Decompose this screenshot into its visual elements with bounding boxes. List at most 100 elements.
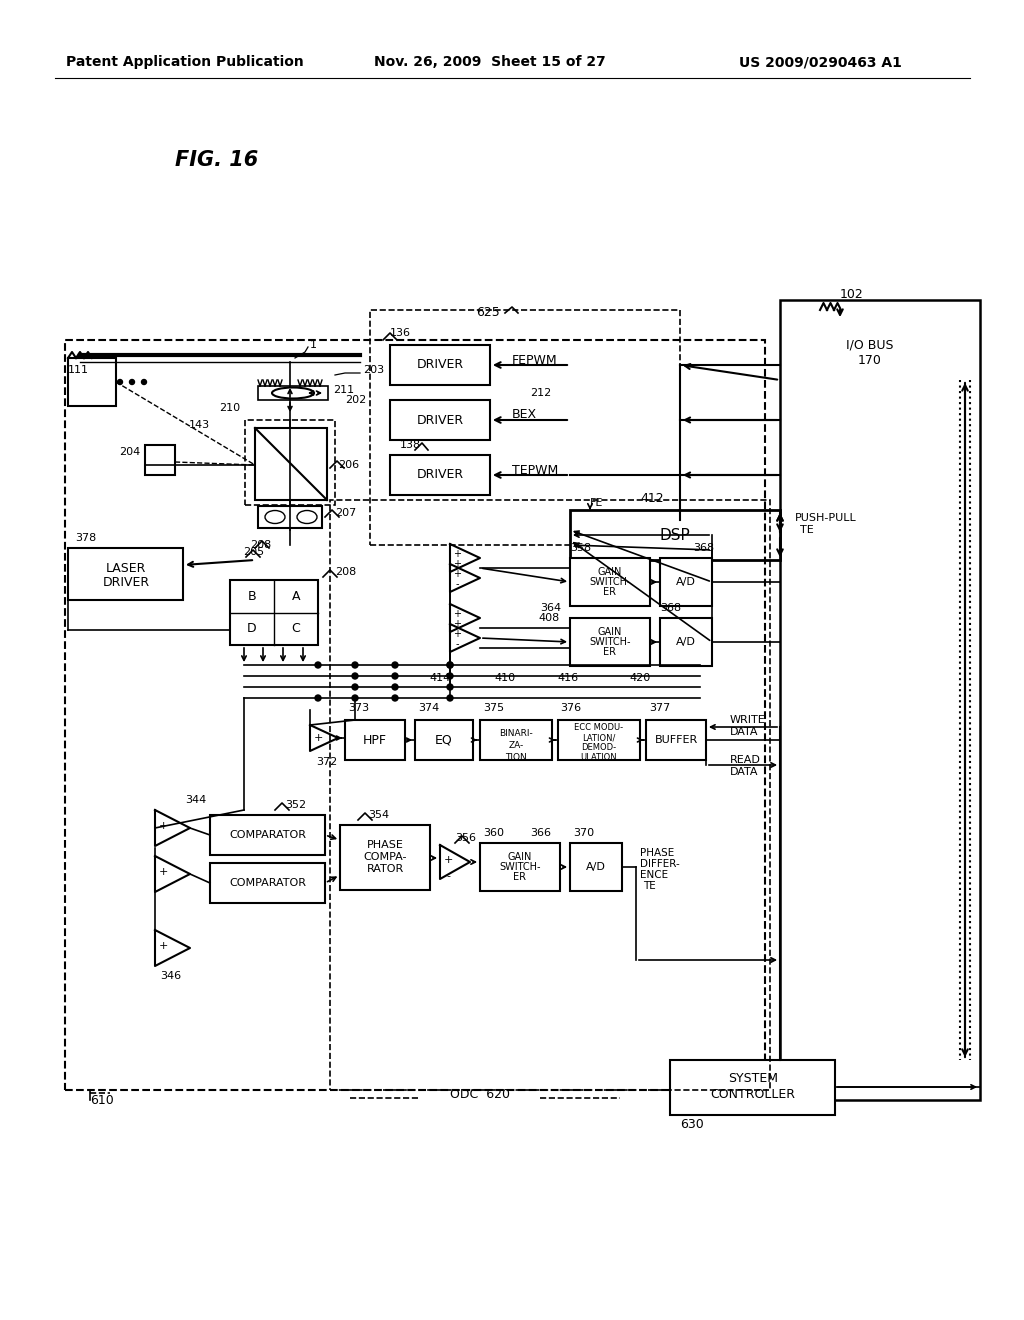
Text: US 2009/0290463 A1: US 2009/0290463 A1 [738,55,901,69]
Text: 136: 136 [390,327,411,338]
Text: 377: 377 [649,704,671,713]
Bar [558,719,640,760]
Circle shape [447,673,453,678]
Bar [65,341,765,1090]
Text: TE: TE [800,525,814,535]
Text: COMPARATOR: COMPARATOR [229,878,306,888]
Text: WRITE: WRITE [730,715,766,725]
Circle shape [315,663,321,668]
Text: DRIVER: DRIVER [102,576,150,589]
Text: 354: 354 [368,810,389,820]
Text: ER: ER [513,873,526,882]
Text: +: + [453,549,461,558]
Text: SYSTEM: SYSTEM [728,1072,778,1085]
Text: 610: 610 [90,1093,114,1106]
Text: 206: 206 [338,459,359,470]
Circle shape [392,673,398,678]
Bar [210,814,325,855]
Text: GAIN: GAIN [598,568,623,577]
Text: 344: 344 [185,795,206,805]
Text: 138: 138 [400,440,421,450]
Text: 170: 170 [858,354,882,367]
Circle shape [447,663,453,668]
Text: ER: ER [603,587,616,597]
Bar [390,345,490,385]
Text: 364: 364 [540,603,561,612]
Text: 208: 208 [335,568,356,577]
Text: +: + [159,941,168,950]
Text: COMPARATOR: COMPARATOR [229,830,306,840]
Text: +: + [453,558,461,569]
Bar [660,618,712,667]
Text: +: + [313,733,323,743]
Text: ECC MODU-: ECC MODU- [574,723,624,733]
Text: PHASE: PHASE [367,840,403,850]
Text: ENCE: ENCE [640,870,668,880]
Text: BINARI-: BINARI- [499,729,532,738]
Bar [415,719,473,760]
Text: 414: 414 [429,673,451,682]
Text: TEPWM: TEPWM [512,463,558,477]
Text: DATA: DATA [730,767,759,777]
Text: BUFFER: BUFFER [654,735,697,744]
Text: DEMOD-: DEMOD- [582,743,616,752]
Text: +: + [159,821,168,832]
Bar [370,310,680,545]
Bar [660,558,712,606]
Text: 625: 625 [476,306,500,319]
Bar [480,719,552,760]
Text: 374: 374 [418,704,439,713]
Text: CONTROLLER: CONTROLLER [711,1088,796,1101]
Text: DSP: DSP [659,528,690,543]
Circle shape [118,380,123,384]
Circle shape [129,380,134,384]
Text: 204: 204 [119,447,140,457]
Text: 358: 358 [570,543,591,553]
Text: C: C [292,623,300,635]
Text: 202: 202 [345,395,367,405]
Text: 368: 368 [693,543,714,553]
Bar [390,455,490,495]
Bar [570,558,650,606]
Bar [345,719,406,760]
Bar [780,300,980,1100]
Text: TION: TION [505,752,527,762]
Text: +: + [453,609,461,619]
Text: D: D [247,623,257,635]
Text: 416: 416 [557,673,579,682]
Text: 375: 375 [483,704,504,713]
Ellipse shape [272,388,314,399]
Text: ZA-: ZA- [508,741,523,750]
Text: PHASE: PHASE [640,847,674,858]
Text: 346: 346 [160,972,181,981]
Text: 378: 378 [75,533,96,543]
Text: 368: 368 [660,603,681,612]
Text: 373: 373 [348,704,369,713]
Text: 366: 366 [530,828,551,838]
Ellipse shape [265,511,285,524]
Bar [570,843,622,891]
Text: 207: 207 [335,508,356,517]
Text: ULATION: ULATION [581,754,617,763]
Text: TE: TE [643,880,655,891]
Text: A/D: A/D [676,638,696,647]
Bar [68,548,183,601]
Bar [570,618,650,667]
Text: ODC  620: ODC 620 [450,1089,510,1101]
Text: 420: 420 [630,673,650,682]
Text: 352: 352 [285,800,306,810]
Text: PUSH-PULL: PUSH-PULL [795,513,857,523]
Text: SWITCH-: SWITCH- [589,577,631,587]
Text: 203: 203 [362,366,384,375]
Text: COMPA-: COMPA- [364,851,407,862]
Circle shape [352,696,358,701]
Text: 408: 408 [538,612,559,623]
Text: FIG. 16: FIG. 16 [175,150,258,170]
Text: EQ: EQ [435,734,453,747]
Text: ER: ER [603,647,616,657]
Bar [230,579,318,645]
Text: DRIVER: DRIVER [417,359,464,371]
Text: BEX: BEX [512,408,538,421]
Circle shape [447,696,453,701]
Text: 1: 1 [310,341,317,350]
